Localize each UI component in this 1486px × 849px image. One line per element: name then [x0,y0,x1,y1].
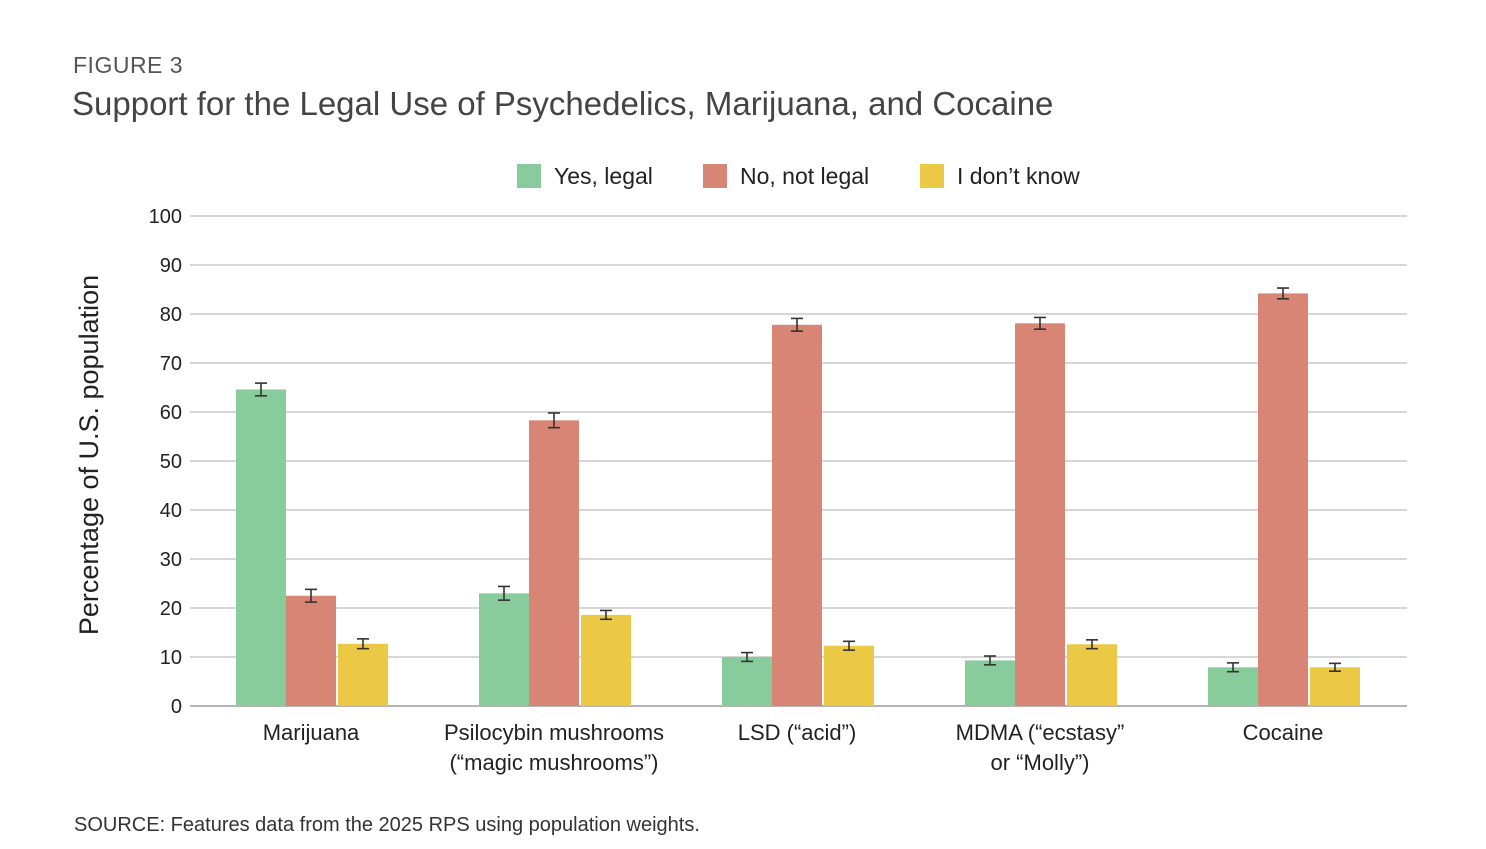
bar-dk [581,614,631,706]
error-bar-yes [741,651,753,663]
y-tick-label: 50 [160,451,182,473]
bar-no [772,324,822,706]
bar-yes [479,593,529,706]
x-tick-label: Marijuana [263,720,360,745]
bar-yes [965,660,1015,706]
bar-yes [1208,667,1258,706]
error-bar-dk [843,640,855,651]
y-tick-label: 80 [160,304,182,326]
bar-dk [824,645,874,706]
error-bar-yes [984,655,996,666]
y-axis-label: Percentage of U.S. population [74,275,104,635]
y-tick-label: 90 [160,255,182,277]
y-tick-label: 10 [160,647,182,669]
y-tick-label: 20 [160,598,182,620]
error-bar-dk [1329,662,1341,673]
bar-no [529,420,579,706]
legend-swatch-no [703,164,727,188]
x-tick-label: (“magic mushrooms”) [449,750,658,775]
legend-swatch-yes [517,164,541,188]
y-tick-label: 70 [160,353,182,375]
bar-yes [236,389,286,706]
error-bar-yes [1227,662,1239,673]
error-bar-no [1277,287,1289,300]
x-tick-label: or “Molly”) [991,750,1090,775]
legend-label-dk: I don’t know [957,163,1080,189]
source-note: SOURCE: Features data from the 2025 RPS … [74,814,700,836]
x-tick-label: LSD (“acid”) [738,720,857,745]
figure-label: FIGURE 3 [73,52,184,78]
error-bar-no [791,317,803,332]
x-tick-label: Psilocybin mushrooms [444,720,664,745]
error-bar-no [305,588,317,603]
error-bar-dk [357,638,369,650]
y-tick-label: 0 [171,696,182,718]
error-bar-yes [255,382,267,397]
error-bar-dk [1086,639,1098,650]
error-bar-no [1034,316,1046,330]
bar-dk [338,643,388,706]
bar-dk [1067,644,1117,706]
error-bar-dk [600,609,612,621]
error-bar-yes [498,585,510,601]
error-bar-no [548,412,560,429]
chart-title: Support for the Legal Use of Psychedelic… [72,85,1054,122]
legend-swatch-dk [920,164,944,188]
bar-dk [1310,667,1360,706]
legend-label-no: No, not legal [740,163,869,189]
x-tick-label: Cocaine [1243,720,1324,745]
x-tick-label: MDMA (“ecstasy” [956,720,1125,745]
legend-label-yes: Yes, legal [554,163,653,189]
y-tick-label: 100 [149,206,182,228]
y-tick-label: 30 [160,549,182,571]
bar-no [1258,293,1308,706]
y-tick-label: 40 [160,500,182,522]
bar-yes [722,657,772,706]
bar-no [286,595,336,706]
bar-no [1015,323,1065,706]
y-tick-label: 60 [160,402,182,424]
